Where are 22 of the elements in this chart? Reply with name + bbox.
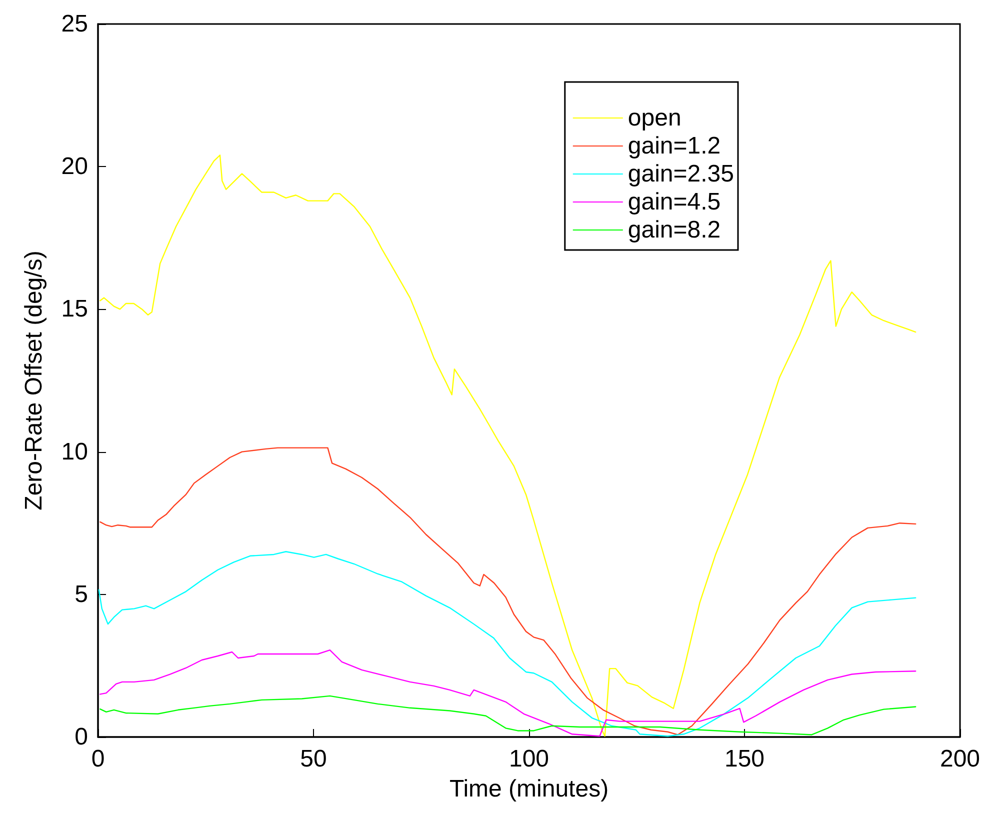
x-tick-label: 50 — [300, 746, 327, 772]
legend-label: gain=4.5 — [628, 188, 721, 216]
y-tick-label: 5 — [74, 580, 88, 608]
line-series — [100, 695, 916, 736]
legend-label: gain=1.2 — [628, 132, 721, 160]
line-series — [100, 447, 916, 736]
legend-label: gain=2.35 — [628, 160, 734, 188]
y-tick-label: 20 — [61, 153, 88, 180]
legend-label: gain=8.2 — [628, 216, 721, 244]
y-tick-label: 10 — [61, 438, 88, 466]
y-axis-title: Zero-Rate Offset (deg/s) — [20, 250, 48, 510]
line-series — [98, 551, 916, 737]
legend-label: open — [628, 104, 682, 132]
y-tick-label: 25 — [61, 10, 88, 38]
line-series — [100, 649, 916, 737]
x-tick-label: 200 — [940, 746, 980, 772]
x-tick-label: 100 — [508, 746, 550, 772]
x-tick-label: 150 — [724, 746, 765, 772]
x-axis-title: Time (minutes) — [449, 776, 609, 802]
y-tick-label: 15 — [61, 296, 88, 323]
y-tick-label: 0 — [74, 724, 88, 750]
x-tick-label: 0 — [91, 746, 105, 772]
